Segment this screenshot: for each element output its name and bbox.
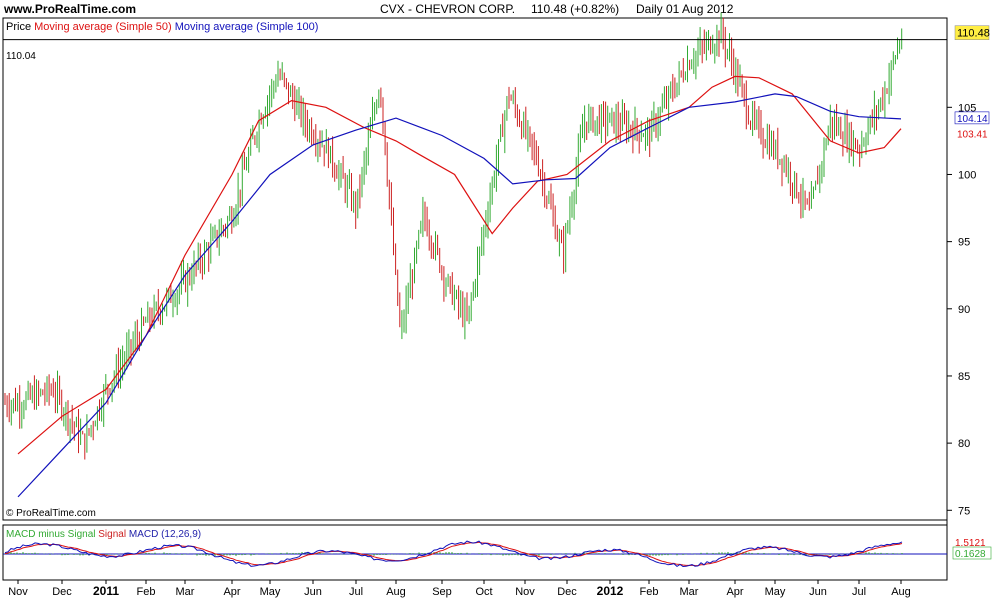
x-tick-label: Apr: [223, 586, 240, 598]
time-axis: Nov Dec 2011 Feb Mar Apr May Jun Jul Aug Sep Oct Nov…: [8, 580, 911, 598]
last-price-change: 110.48 (+0.82%): [531, 2, 620, 16]
macd-hist-value-label: 0.1628: [955, 549, 986, 560]
x-tick-label: Oct: [475, 586, 492, 598]
ma50-value-label: 103.41: [957, 130, 988, 141]
x-tick-label: Nov: [8, 586, 28, 598]
y-tick-label: 90: [958, 304, 970, 316]
copyright-text: © ProRealTime.com: [6, 508, 96, 519]
ma100-value-label: 104.14: [957, 114, 988, 125]
x-tick-label: Apr: [726, 586, 743, 598]
y-tick-label: 80: [958, 438, 970, 450]
legend-ma100-label: Moving average (Simple 100): [175, 21, 319, 33]
x-tick-label: May: [765, 586, 786, 598]
y-tick-label: 75: [958, 505, 970, 517]
price-panel: [2, 17, 948, 521]
ma100-line: [17, 93, 902, 498]
legend-price: Price Moving average (Simple 50) Moving …: [6, 21, 318, 33]
x-tick-label: Jul: [349, 586, 363, 598]
macd-hist-value-box: [952, 546, 992, 560]
ma-lines: [3, 39, 947, 498]
x-tick-label: Mar: [176, 586, 195, 598]
x-tick-label: Sep: [432, 586, 452, 598]
x-tick-label: Dec: [52, 586, 72, 598]
hline-label: 110.04: [6, 51, 36, 62]
x-tick-label: Mar: [680, 586, 699, 598]
legend-price-label: Price: [6, 21, 31, 33]
x-tick-label: Jun: [304, 586, 322, 598]
x-tick-label: Aug: [386, 586, 406, 598]
y-tick-label: 100: [958, 169, 976, 181]
legend-ma50-label: Moving average (Simple 50): [34, 21, 172, 33]
price-bars: [4, 12, 903, 460]
chart-header: www.ProRealTime.com CVX - CHEVRON CORP. …: [0, 0, 1000, 18]
macd-line: [4, 540, 903, 568]
ma50-line: [17, 75, 902, 455]
x-tick-label: Jul: [852, 586, 866, 598]
ticker-name: CVX - CHEVRON CORP.: [380, 2, 516, 16]
x-tick-label: May: [260, 586, 281, 598]
x-tick-label: Aug: [891, 586, 911, 598]
macd-signal-line: [4, 541, 903, 567]
last-price-label: 110.48: [957, 28, 990, 40]
macd-legend-hist: MACD minus Signal: [6, 529, 95, 540]
x-tick-label: Feb: [137, 586, 156, 598]
x-tick-label: 2011: [93, 584, 119, 598]
y-tick-label: 85: [958, 371, 970, 383]
x-tick-label: Nov: [515, 586, 535, 598]
macd-value-label: 1.5121: [955, 538, 986, 549]
x-tick-label: Jun: [809, 586, 827, 598]
macd-legend-macd: MACD (12,26,9): [129, 529, 201, 540]
price-axis: 75 80 85 90 95 100 105 110.48 104.14 103.41: [947, 25, 990, 517]
x-tick-label: Dec: [557, 586, 577, 598]
y-tick-label: 95: [958, 237, 970, 249]
x-tick-label: 2012: [597, 584, 624, 598]
y-tick-label: 105: [958, 102, 976, 114]
last-price-box: [954, 25, 990, 40]
period-date: Daily 01 Aug 2012: [636, 2, 734, 16]
macd-legend-signal: Signal: [98, 529, 126, 540]
x-tick-label: Feb: [640, 586, 659, 598]
site-title[interactable]: www.ProRealTime.com: [4, 2, 137, 16]
ma100-value-box: [954, 111, 990, 125]
macd-legend: MACD minus Signal Signal MACD (12,26,9): [6, 529, 201, 540]
